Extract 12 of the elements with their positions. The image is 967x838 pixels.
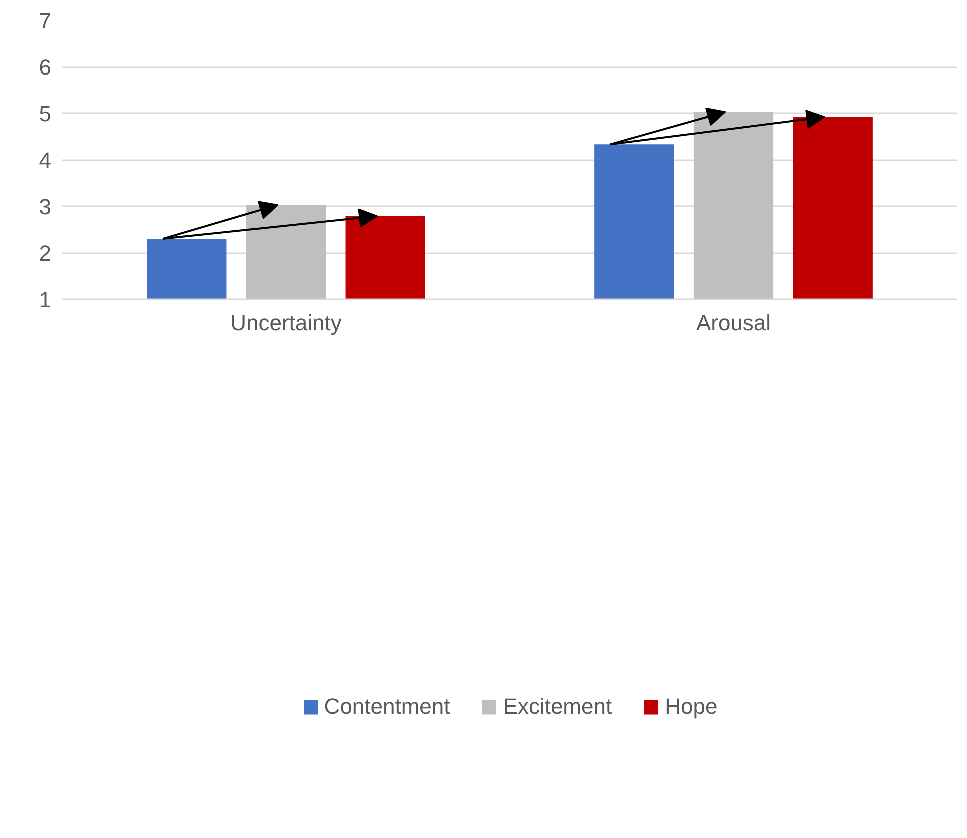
x-tick-label: Arousal — [696, 310, 772, 336]
y-tick-label: 2 — [39, 241, 52, 266]
x-tick-label: Uncertainty — [230, 310, 342, 336]
y-tick-label: 5 — [39, 102, 52, 126]
legend-label: Hope — [665, 694, 718, 720]
legend-label: Excitement — [503, 694, 612, 720]
y-tick-label: 6 — [39, 55, 52, 80]
y-tick-label: 1 — [39, 288, 52, 312]
y-tick-label: 4 — [39, 148, 52, 173]
legend-label: Contentment — [324, 694, 450, 720]
y-tick-label: 7 — [39, 8, 52, 34]
y-tick-label: 3 — [39, 194, 52, 220]
